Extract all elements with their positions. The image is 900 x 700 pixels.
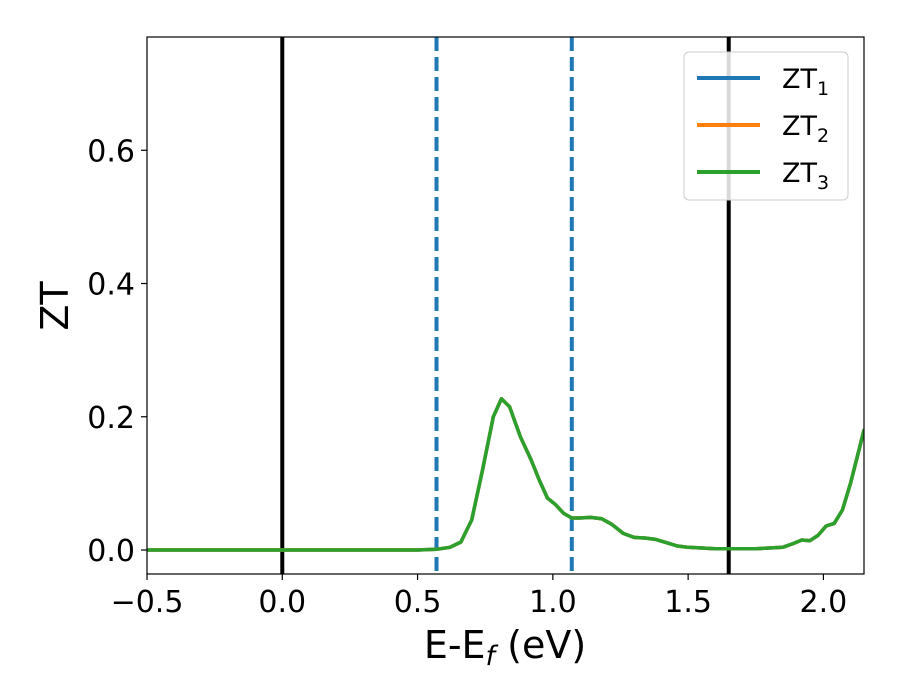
legend: ZT1 ZT2 ZT3: [683, 51, 849, 201]
y-axis-title: ZT: [33, 281, 77, 331]
vertical-reference-lines: [280, 37, 731, 574]
x-tick-label-3: 1.0: [529, 585, 577, 620]
series-lines: [147, 397, 864, 552]
y-tick-label-0: 0.0: [87, 534, 135, 569]
x-tick-label-0: −0.5: [111, 585, 184, 620]
x-axis-ticks: −0.5 0.0 0.5 1.0 1.5 2.0: [111, 574, 848, 620]
plot-area-frame: [146, 36, 865, 575]
legend-label-1: ZT1: [782, 64, 829, 100]
x-axis-title: E-Ef (eV): [424, 623, 586, 672]
x-tick-label-1: 0.0: [258, 585, 306, 620]
y-tick-label-2: 0.4: [87, 268, 135, 303]
x-tick-label-4: 1.5: [664, 585, 712, 620]
y-tick-label-3: 0.6: [87, 134, 135, 169]
series-line-3: [147, 397, 864, 552]
legend-box: [683, 51, 849, 201]
series-line-1: [147, 397, 864, 552]
legend-label-3: ZT3: [782, 158, 829, 194]
series-line-2: [147, 397, 864, 552]
y-axis-ticks: 0.0 0.2 0.4 0.6: [87, 134, 147, 569]
legend-label-2: ZT2: [782, 111, 829, 147]
x-tick-label-5: 2.0: [800, 585, 848, 620]
y-tick-label-1: 0.2: [87, 401, 135, 436]
x-tick-label-2: 0.5: [394, 585, 442, 620]
